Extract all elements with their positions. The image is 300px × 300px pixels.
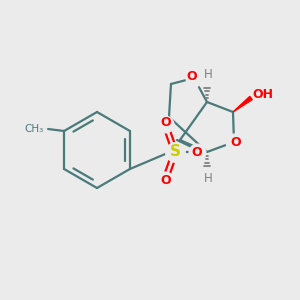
Text: O: O (187, 70, 197, 83)
Polygon shape (233, 96, 252, 112)
Text: S: S (169, 145, 181, 160)
Text: O: O (161, 175, 171, 188)
Text: O: O (161, 116, 171, 130)
Text: OH: OH (253, 88, 274, 101)
Text: O: O (192, 146, 202, 158)
Text: H: H (204, 172, 212, 185)
Text: CH₃: CH₃ (25, 124, 44, 134)
Text: O: O (231, 136, 241, 148)
Text: H: H (204, 68, 212, 82)
